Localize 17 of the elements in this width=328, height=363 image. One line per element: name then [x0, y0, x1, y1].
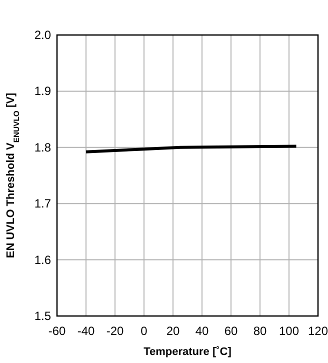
x-tick-label: 120: [308, 324, 328, 338]
x-tick-label: 60: [224, 324, 238, 338]
x-tick-label: 100: [278, 324, 300, 338]
x-tick-label: 40: [195, 324, 209, 338]
y-tick-label: 1.9: [34, 84, 52, 98]
x-axis-title: Temperature [˚C]: [144, 346, 232, 358]
y-tick-label: 1.5: [34, 309, 52, 323]
y-tick-label: 1.7: [34, 196, 52, 211]
x-tick-label: 20: [166, 324, 180, 338]
y-tick-label: 2.0: [34, 28, 52, 42]
y-tick-label: 1.8: [34, 140, 52, 154]
x-tick-label: -40: [77, 324, 95, 338]
x-tick-label: 0: [140, 324, 148, 338]
x-tick-label: -60: [48, 324, 66, 338]
x-tick-label: 80: [253, 324, 267, 338]
x-tick-label: -20: [106, 324, 124, 338]
y-tick-label: 1.6: [34, 252, 52, 267]
